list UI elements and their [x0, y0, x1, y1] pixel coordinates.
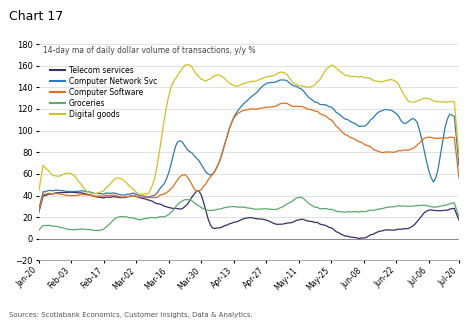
Text: Sources: Scotiabank Economics, Customer Insights, Data & Analytics.: Sources: Scotiabank Economics, Customer … [9, 312, 253, 318]
Legend: Telecom services, Computer Network Svc, Computer Software, Groceries, Digital go: Telecom services, Computer Network Svc, … [46, 63, 160, 122]
Text: Chart 17: Chart 17 [9, 10, 64, 23]
Text: 14-day ma of daily dollar volume of transactions, y/y %: 14-day ma of daily dollar volume of tran… [43, 46, 255, 55]
